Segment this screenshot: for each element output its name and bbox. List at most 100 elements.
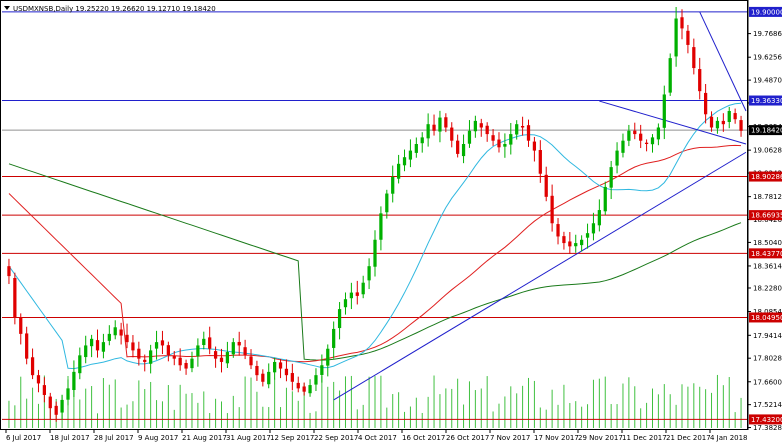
- trendlines: [333, 11, 747, 401]
- volume-layer: [8, 374, 742, 428]
- price-tick-label: 19.48700: [753, 77, 782, 85]
- candle-body: [698, 69, 702, 92]
- candle-body: [326, 348, 330, 366]
- candle-body: [497, 139, 501, 148]
- candle-body: [680, 17, 684, 29]
- candle-body: [674, 18, 678, 57]
- candle-body: [60, 399, 64, 413]
- candle-body: [739, 120, 743, 131]
- candle-body: [237, 341, 241, 346]
- level-badge-label: 19.90000: [751, 8, 782, 16]
- candle-body: [314, 375, 318, 385]
- candle-body: [231, 342, 235, 355]
- candle-body: [296, 382, 300, 389]
- triangle-down-icon[interactable]: [4, 6, 10, 10]
- candle-body: [25, 333, 29, 359]
- candle-body: [137, 348, 141, 359]
- price-tick-label: 18.08540: [753, 308, 782, 316]
- candle-body: [591, 223, 596, 234]
- time-tick-label: 26 Oct 2017: [446, 434, 489, 442]
- candle-body: [621, 140, 625, 153]
- candle-body: [219, 357, 224, 362]
- level-badge-label: 19.18420: [751, 127, 782, 135]
- price-tick-label: 17.38280: [753, 424, 782, 432]
- candle-body: [538, 150, 542, 174]
- candle-body: [243, 347, 247, 356]
- candle-body: [349, 292, 354, 299]
- price-tick-label: 19.76860: [753, 30, 782, 38]
- candle-body: [249, 356, 253, 366]
- candle-body: [290, 373, 294, 382]
- candle-body: [225, 352, 230, 364]
- candle-body: [78, 355, 82, 374]
- candle-body: [355, 292, 359, 296]
- time-tick-label: 11 Dec 2017: [622, 434, 667, 442]
- candle-body: [402, 157, 407, 166]
- level-badge: [749, 6, 782, 17]
- candle-body: [609, 167, 613, 188]
- time-tick-label: 16 Oct 2017: [402, 434, 445, 442]
- candle-body: [213, 351, 218, 359]
- level-badge: [749, 248, 782, 259]
- ma-medium-line: [8, 144, 742, 363]
- horizontal-levels: [2, 11, 748, 420]
- price-tick-label: 17.94140: [753, 332, 782, 340]
- time-tick-label: 17 Nov 2017: [534, 434, 579, 442]
- level-badge: [749, 414, 782, 425]
- candle-body: [574, 243, 578, 247]
- candle-body: [13, 277, 17, 318]
- level-badge-label: 18.66935: [751, 212, 782, 220]
- candle-body: [485, 125, 489, 135]
- candle-body: [89, 338, 94, 347]
- candle-body: [633, 130, 637, 135]
- candle-body: [733, 113, 737, 120]
- level-badge-label: 17.43200: [751, 416, 782, 424]
- candle-body: [509, 134, 513, 145]
- candle-body: [627, 130, 631, 141]
- candle-body: [166, 345, 170, 356]
- candle-body: [196, 345, 200, 357]
- level-badge: [749, 125, 782, 136]
- ma-slow-line: [8, 163, 742, 361]
- level-badge: [749, 312, 782, 323]
- candle-body: [650, 137, 655, 145]
- candle-body: [361, 282, 365, 295]
- candle-body: [154, 342, 159, 349]
- candles: [7, 6, 743, 422]
- candle-body: [107, 333, 111, 341]
- candle-body: [473, 120, 477, 132]
- candle-body: [491, 135, 495, 141]
- candle-body: [526, 125, 531, 141]
- candle-body: [444, 117, 448, 128]
- level-badges: 19.90000 19.36330 19.18420 18.90286 18.66935…: [749, 6, 782, 425]
- candle-body: [544, 174, 548, 197]
- candle-body: [131, 342, 135, 351]
- candle-body: [639, 133, 643, 141]
- trendline: [699, 11, 747, 112]
- candle-body: [426, 124, 430, 139]
- trendline: [333, 151, 747, 401]
- candle-body: [461, 144, 466, 157]
- candle-body: [267, 371, 271, 385]
- candle-body: [450, 127, 454, 141]
- price-tick-label: 18.50400: [753, 239, 782, 247]
- price-tick-label: 18.36140: [753, 262, 782, 270]
- candle-body: [19, 317, 23, 334]
- candle-body: [379, 213, 383, 240]
- candle-body: [532, 141, 537, 151]
- time-tick-label: 21 Dec 2017: [666, 434, 711, 442]
- time-axis: 6 Jul 2017 18 Jul 2017 28 Jul 2017 9 Aug 20…: [5, 430, 748, 442]
- level-badge-label: 19.36330: [751, 97, 782, 105]
- candle-body: [520, 125, 525, 128]
- candle-body: [278, 362, 283, 369]
- candle-body: [692, 47, 696, 69]
- time-tick-label: 9 Aug 2017: [138, 434, 178, 442]
- time-tick-label: 6 Jul 2017: [6, 434, 41, 442]
- candle-body: [420, 137, 424, 144]
- candle-body: [84, 345, 88, 358]
- candle-body: [515, 124, 519, 135]
- candle-body: [603, 186, 607, 212]
